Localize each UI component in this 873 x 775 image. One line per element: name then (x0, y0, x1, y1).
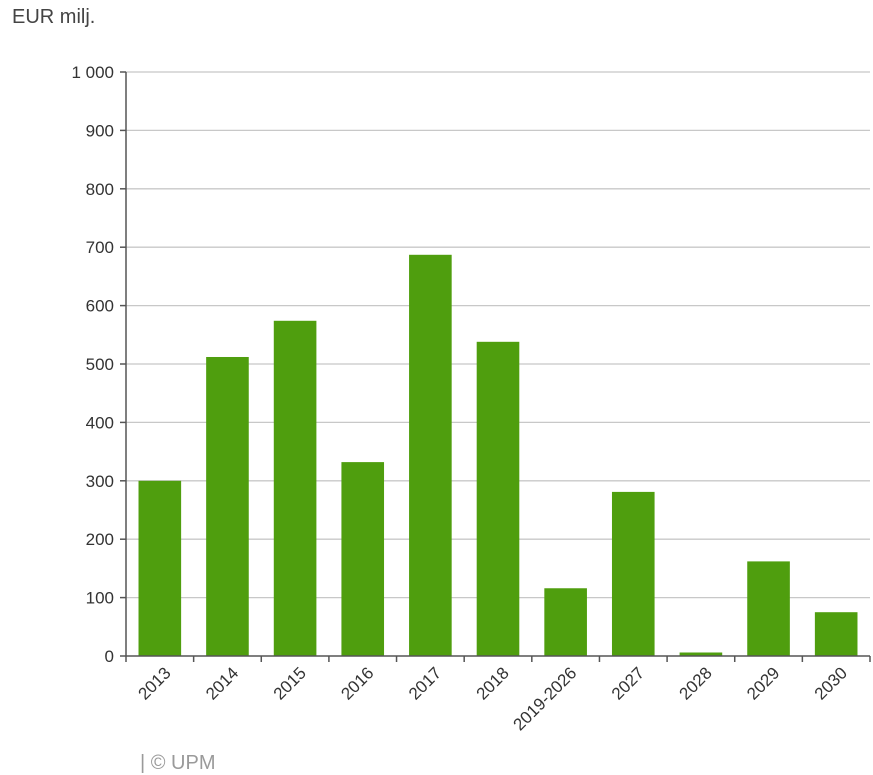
y-axis-unit-label: EUR milj. (12, 6, 96, 28)
x-tick-label: 2027 (608, 663, 648, 703)
y-tick-label: 800 (86, 180, 114, 199)
y-tick-label: 1 000 (71, 63, 114, 82)
x-tick-label: 2030 (811, 663, 851, 703)
x-tick-label: 2019-2026 (510, 663, 581, 734)
bar (611, 491, 655, 656)
x-tick-label: 2014 (202, 663, 242, 703)
bar (679, 652, 723, 656)
x-tick-label: 2013 (134, 663, 174, 703)
y-tick-label: 600 (86, 297, 114, 316)
x-tick-label: 2028 (676, 663, 716, 703)
bar (409, 254, 452, 657)
bar (138, 480, 182, 656)
y-tick-label: 400 (86, 413, 114, 432)
y-tick-label: 900 (86, 121, 114, 140)
bar (341, 462, 385, 656)
bar (476, 341, 520, 656)
bar (814, 612, 858, 656)
bar (747, 561, 790, 656)
y-tick-label: 500 (86, 355, 114, 374)
x-tick-label: 2016 (337, 663, 377, 703)
x-tick-label: 2015 (270, 663, 310, 703)
x-tick-label: 2017 (405, 663, 445, 703)
y-tick-label: 700 (86, 238, 114, 257)
bar (273, 320, 317, 656)
y-tick-label: 300 (86, 472, 114, 491)
bar (544, 588, 587, 656)
y-tick-label: 0 (105, 647, 114, 666)
x-tick-label: 2018 (473, 663, 513, 703)
source-footer: | © UPM (140, 752, 216, 774)
y-tick-label: 100 (86, 589, 114, 608)
bar (206, 356, 249, 656)
bars (138, 254, 858, 657)
y-axis-ticks: 0 100 200 300 400 500 600 700 800 900 1 000 (71, 63, 126, 666)
y-tick-label: 200 (86, 530, 114, 549)
x-tick-label: 2029 (743, 663, 783, 703)
